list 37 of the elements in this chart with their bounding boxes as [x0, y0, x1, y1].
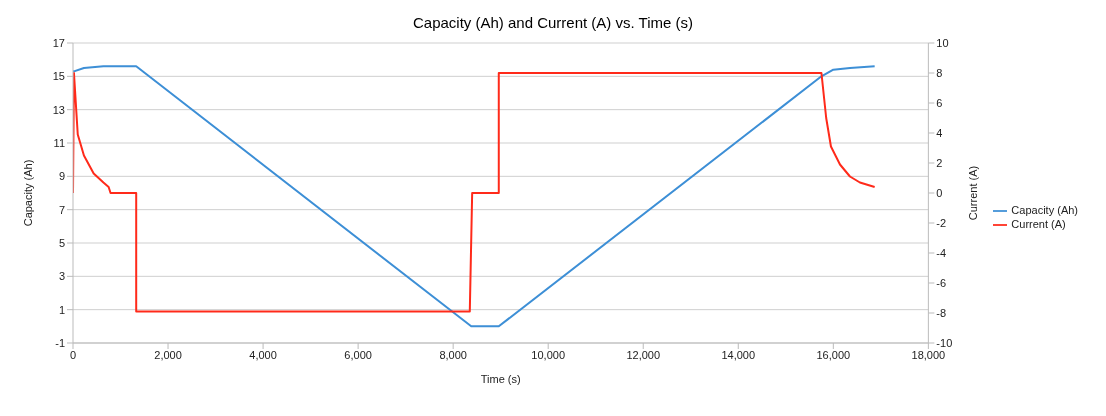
y2-axis-title: Current (A) — [967, 165, 980, 221]
x-axis-title: Time (s) — [480, 373, 521, 385]
x-tick-label: 0 — [69, 348, 77, 361]
y-axis-title: Capacity (Ah) — [21, 159, 34, 227]
y2-tick-label: 0 — [936, 186, 943, 199]
x-tick-label: 6,000 — [344, 348, 372, 361]
x-tick-label: 10,000 — [531, 348, 566, 361]
y2-tick-label: -10 — [936, 336, 953, 349]
y-tick-label: 9 — [58, 170, 65, 183]
y-tick-label: 7 — [58, 203, 65, 216]
y-tick-label: 1 — [58, 303, 65, 316]
y2-tick-label: 6 — [936, 96, 943, 109]
x-tick-label: 12,000 — [626, 348, 661, 361]
y-tick-label: 5 — [58, 236, 65, 249]
x-tick-label: 8,000 — [439, 348, 467, 361]
y2-tick-label: 4 — [936, 126, 943, 139]
y2-tick-label: 10 — [936, 36, 949, 49]
y2-tick-label: -8 — [936, 306, 947, 319]
y2-tick-label: -2 — [936, 216, 947, 229]
y-tick-label: 3 — [58, 270, 65, 283]
x-tick-label: 14,000 — [721, 348, 756, 361]
y-tick-label: 11 — [53, 136, 65, 149]
y-tick-label: 13 — [52, 103, 65, 116]
x-tick-label: 2,000 — [154, 348, 182, 361]
chart-title: Capacity (Ah) and Current (A) vs. Time (s) — [411, 14, 695, 31]
y2-tick-label: -6 — [936, 276, 947, 289]
x-tick-label: 16,000 — [816, 348, 851, 361]
legend-label: Capacity (Ah) — [1011, 203, 1078, 216]
x-tick-label: 4,000 — [249, 348, 277, 361]
legend-label: Current (A) — [1011, 218, 1066, 230]
y2-tick-label: 2 — [936, 156, 943, 169]
y-tick-label: 15 — [52, 70, 65, 83]
y2-tick-label: -4 — [936, 246, 947, 259]
y2-tick-label: 8 — [936, 66, 943, 79]
x-tick-label: 18,000 — [911, 348, 946, 361]
y-tick-label: 17 — [52, 36, 65, 49]
y-tick-label: -1 — [55, 336, 65, 349]
